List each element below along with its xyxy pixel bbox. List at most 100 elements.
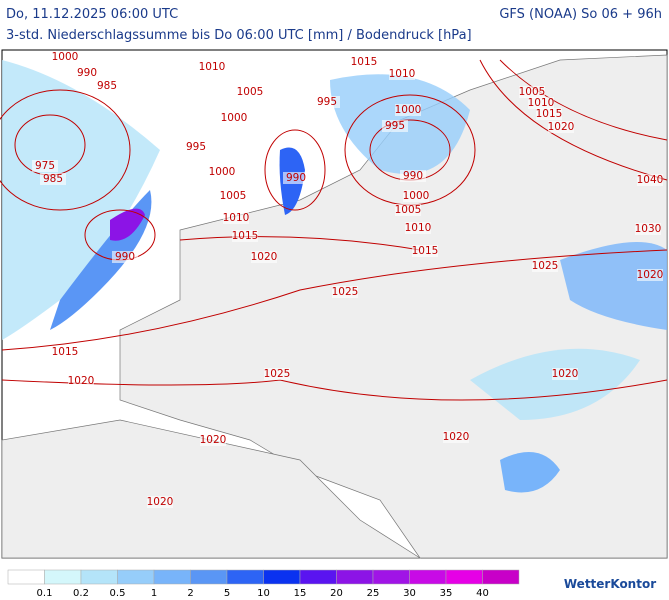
label-bg — [32, 160, 58, 172]
legend-label: 30 — [403, 588, 416, 599]
label-bg — [389, 68, 415, 80]
isobar-label: 1030 — [635, 223, 662, 235]
isobar-label: 1020 — [147, 496, 174, 508]
isobar-label: 1020 — [200, 434, 227, 446]
label-bg — [112, 251, 138, 263]
isobar-label: 990 — [403, 170, 423, 182]
label-bg — [532, 260, 558, 272]
isobar-label: 1020 — [637, 269, 664, 281]
label-bg — [237, 86, 263, 98]
label-bg — [209, 166, 235, 178]
label-bg — [283, 172, 309, 184]
label-bg — [223, 212, 249, 224]
label-bg — [74, 67, 100, 79]
logo: WetterKontor — [564, 577, 656, 591]
label-bg — [403, 190, 429, 202]
label-bg — [199, 61, 225, 73]
legend-swatch — [482, 569, 520, 585]
isobar-label: 975 — [35, 160, 55, 172]
valid-time: Do, 11.12.2025 06:00 UTC — [6, 7, 178, 22]
label-bg — [232, 230, 258, 242]
isobar-label: 1015 — [52, 346, 79, 358]
isobar-label: 1025 — [332, 286, 359, 298]
label-bg — [528, 97, 554, 109]
precip-area — [560, 242, 667, 330]
legend-label: 40 — [476, 588, 489, 599]
label-bg — [400, 170, 426, 182]
isobar-label: 1000 — [221, 112, 248, 124]
isobar-label: 1025 — [532, 260, 559, 272]
isobar-label: 1010 — [199, 61, 226, 73]
label-bg — [351, 56, 377, 68]
label-bg — [183, 141, 209, 153]
isobar-label: 990 — [115, 251, 135, 263]
isobar-label: 1005 — [519, 86, 546, 98]
label-bg — [251, 251, 277, 263]
legend: 0.1 0.2 0.5 1 2 5 10 15 20 25 30 35 40 — [7, 569, 520, 599]
legend-label: 15 — [294, 588, 307, 599]
legend-label: 0.1 — [37, 588, 53, 599]
label-bg — [314, 96, 340, 108]
label-bg — [548, 121, 574, 133]
label-bg — [200, 434, 226, 446]
isobar-label: 990 — [77, 67, 97, 79]
label-bg — [635, 223, 661, 235]
legend-label: 10 — [257, 588, 270, 599]
label-bg — [443, 431, 469, 443]
legend-label: 1 — [151, 588, 157, 599]
legend-swatch — [445, 569, 483, 585]
isobar-label: 1005 — [395, 204, 422, 216]
label-bg — [94, 80, 120, 92]
isobar-label: 1010 — [223, 212, 250, 224]
isobar-label: 1015 — [412, 245, 439, 257]
isobar-label: 1010 — [405, 222, 432, 234]
label-bg — [395, 104, 421, 116]
label-bg — [382, 120, 408, 132]
isobar-label: 1020 — [68, 375, 95, 387]
label-bg — [52, 346, 78, 358]
isobar-label: 1025 — [264, 368, 291, 380]
legend-swatch — [409, 569, 447, 585]
legend-swatch — [117, 569, 155, 585]
isobar-label: 985 — [97, 80, 117, 92]
isobar-label: 1020 — [443, 431, 470, 443]
legend-label: 0.2 — [73, 588, 89, 599]
isobar-label: 1015 — [351, 56, 378, 68]
isobar-label: 1020 — [548, 121, 575, 133]
isobar-label: 1020 — [552, 368, 579, 380]
label-bg — [52, 51, 78, 63]
isobar-label: 1000 — [403, 190, 430, 202]
isobar-label: 1005 — [220, 190, 247, 202]
isobar-label: 1040 — [637, 174, 664, 186]
precip-area — [110, 208, 145, 241]
subtitle: 3-std. Niederschlagssumme bis Do 06:00 U… — [6, 28, 472, 43]
legend-label: 20 — [330, 588, 343, 599]
legend-swatch — [7, 569, 45, 585]
label-bg — [395, 204, 421, 216]
legend-swatch — [372, 569, 410, 585]
isobar-label: 990 — [286, 172, 306, 184]
legend-label: 35 — [440, 588, 453, 599]
label-bg — [264, 368, 290, 380]
legend-label: 25 — [367, 588, 380, 599]
label-bg — [40, 173, 66, 185]
model-run: GFS (NOAA) So 06 + 96h — [499, 7, 662, 22]
precip-area — [2, 60, 160, 340]
precip-area — [500, 452, 560, 493]
label-bg — [412, 245, 438, 257]
label-bg — [536, 108, 562, 120]
isobar-label: 1020 — [251, 251, 278, 263]
legend-swatch — [336, 569, 374, 585]
isobar-label: 985 — [43, 173, 63, 185]
label-bg — [221, 112, 247, 124]
label-bg — [405, 222, 431, 234]
label-bg — [637, 269, 663, 281]
legend-label: 5 — [224, 588, 230, 599]
legend-swatch — [44, 569, 82, 585]
label-bg — [637, 174, 663, 186]
isobar-label: 1000 — [209, 166, 236, 178]
label-bg — [519, 86, 545, 98]
legend-label: 0.5 — [110, 588, 126, 599]
precip-area — [470, 348, 640, 420]
